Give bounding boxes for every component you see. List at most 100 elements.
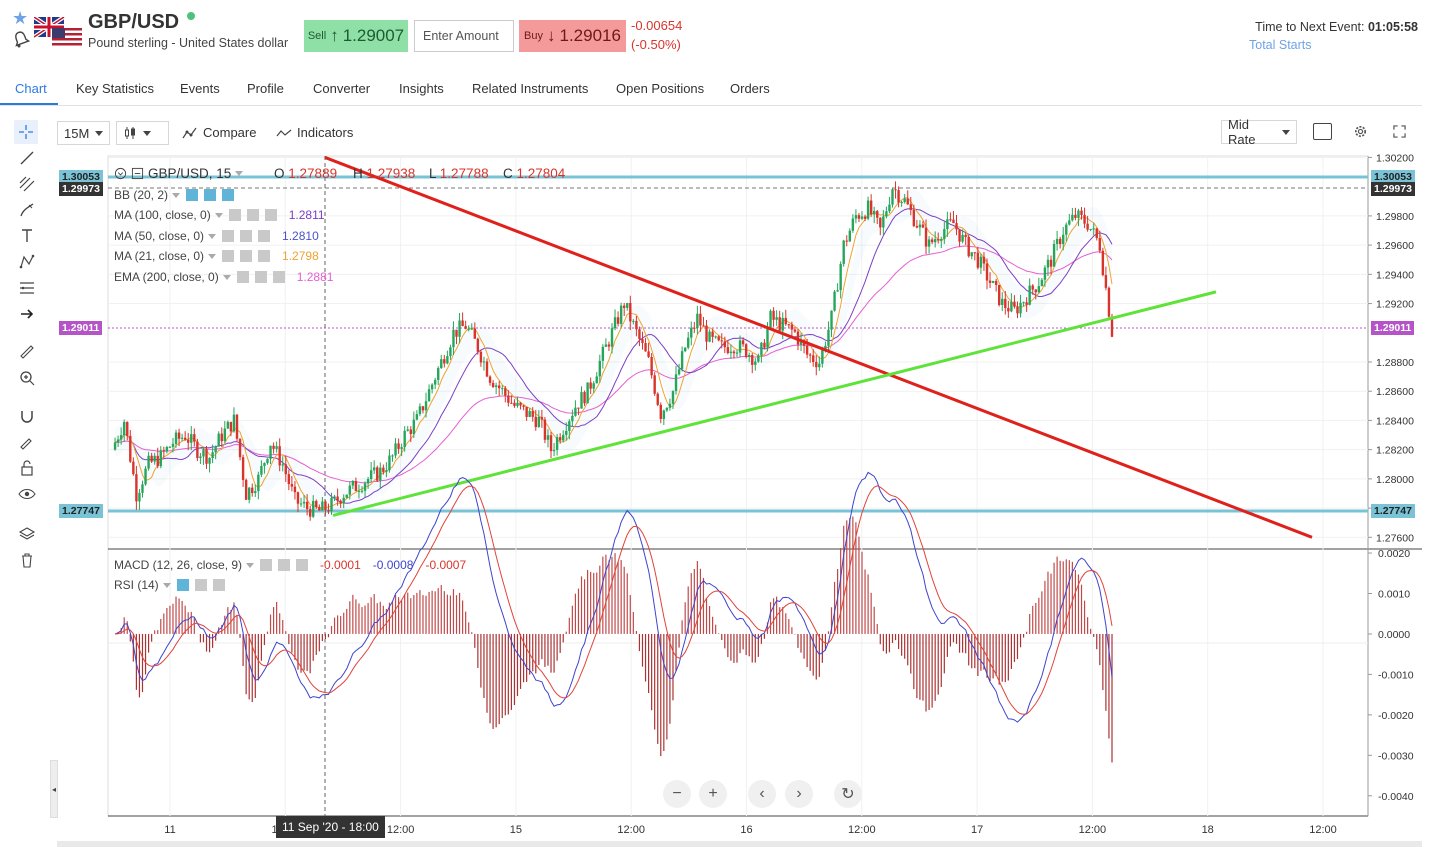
buy-button[interactable]: Buy ↓ 1.29016 bbox=[519, 20, 626, 52]
tab-insights[interactable]: Insights bbox=[399, 81, 444, 96]
gear-icon[interactable] bbox=[240, 230, 253, 242]
total-starts-link[interactable]: Total Starts bbox=[1249, 38, 1312, 52]
candle-body bbox=[260, 465, 263, 475]
gear-icon[interactable] bbox=[278, 559, 291, 571]
legend-macd[interactable]: MACD (12, 26, close, 9) -0.0001 -0.0008 … bbox=[114, 558, 466, 572]
text-tool-icon[interactable] bbox=[17, 226, 37, 246]
close-icon[interactable] bbox=[272, 271, 285, 283]
horizontal-scrollbar[interactable] bbox=[57, 841, 1422, 847]
gear-icon[interactable] bbox=[240, 250, 253, 262]
legend-ma21[interactable]: MA (21, close, 0) 1.2798 bbox=[114, 249, 319, 263]
gear-icon[interactable] bbox=[246, 209, 259, 221]
candle-body bbox=[1007, 308, 1010, 312]
legend-ema200[interactable]: EMA (200, close, 0) 1.2881 bbox=[114, 270, 333, 284]
tab-open-positions[interactable]: Open Positions bbox=[616, 81, 705, 96]
pane-collapse-handle[interactable]: ◂ bbox=[50, 760, 58, 818]
candle-body bbox=[467, 328, 470, 330]
fullscreen-box-button[interactable] bbox=[1313, 123, 1332, 140]
candle-body bbox=[318, 507, 321, 511]
tab-key-statistics[interactable]: Key Statistics bbox=[76, 81, 155, 96]
rate-select[interactable]: Mid Rate bbox=[1221, 117, 1297, 147]
candle-body bbox=[400, 447, 403, 449]
candle-body bbox=[272, 445, 275, 449]
legend-macd-label: MACD (12, 26, close, 9) bbox=[114, 558, 243, 572]
crosshair-tool-button[interactable] bbox=[14, 120, 38, 144]
trend-line-tool-icon[interactable] bbox=[17, 148, 37, 168]
eye-icon[interactable] bbox=[186, 189, 199, 201]
close-icon[interactable] bbox=[258, 230, 271, 242]
close-icon[interactable] bbox=[222, 189, 235, 201]
gear-icon[interactable] bbox=[1353, 124, 1368, 139]
layers-icon[interactable] bbox=[17, 524, 37, 544]
arrow-down-icon: ↓ bbox=[547, 26, 556, 45]
uptrend-line[interactable] bbox=[332, 290, 1217, 517]
fibonacci-tool-icon[interactable] bbox=[17, 278, 37, 298]
compare-button[interactable]: Compare bbox=[182, 125, 256, 140]
expand-icon[interactable] bbox=[1393, 125, 1406, 138]
gear-icon[interactable] bbox=[204, 189, 217, 201]
scroll-left-button[interactable]: ‹ bbox=[748, 780, 776, 808]
parallel-channel-tool-icon[interactable] bbox=[17, 174, 37, 194]
downtrend-line[interactable] bbox=[324, 156, 1313, 539]
reset-chart-button[interactable]: ↻ bbox=[834, 780, 862, 808]
magnet-icon[interactable] bbox=[17, 406, 37, 426]
close-icon[interactable] bbox=[212, 579, 225, 591]
tab-orders[interactable]: Orders bbox=[730, 81, 770, 96]
close-icon[interactable] bbox=[258, 250, 271, 262]
eye-icon[interactable] bbox=[176, 579, 189, 591]
tab-converter[interactable]: Converter bbox=[313, 81, 371, 96]
candle-body bbox=[949, 219, 952, 221]
eye-icon[interactable] bbox=[236, 271, 249, 283]
pattern-tool-icon[interactable] bbox=[17, 252, 37, 272]
gear-icon[interactable] bbox=[254, 271, 267, 283]
gear-icon[interactable] bbox=[194, 579, 207, 591]
tab-related-instruments[interactable]: Related Instruments bbox=[472, 81, 589, 96]
pencil-lock-icon[interactable] bbox=[17, 432, 37, 452]
candle-body bbox=[321, 501, 324, 511]
sell-button[interactable]: Sell ↑ 1.29007 bbox=[304, 20, 408, 52]
amount-input[interactable] bbox=[414, 20, 514, 52]
brush-tool-icon[interactable] bbox=[17, 200, 37, 220]
eye-icon[interactable] bbox=[17, 484, 37, 504]
minimize-box-icon[interactable] bbox=[131, 167, 144, 180]
candle-body bbox=[369, 470, 373, 480]
eye-icon[interactable] bbox=[222, 230, 235, 242]
legend-ma100[interactable]: MA (100, close, 0) 1.2811 bbox=[114, 208, 325, 222]
legend-bb[interactable]: BB (20, 2) bbox=[114, 188, 235, 202]
zoom-out-button[interactable]: − bbox=[663, 780, 691, 808]
candle-body bbox=[1034, 289, 1037, 293]
eye-icon[interactable] bbox=[222, 250, 235, 262]
trash-icon[interactable] bbox=[17, 550, 37, 570]
bell-icon[interactable] bbox=[12, 30, 30, 48]
macd-axis: 0.0020 0.0010 0.0000 -0.0010 -0.0020 -0.0030 -… bbox=[1368, 548, 1414, 803]
eye-icon[interactable] bbox=[260, 559, 273, 571]
legend-rsi[interactable]: RSI (14) bbox=[114, 578, 225, 592]
candle-body bbox=[720, 340, 723, 342]
candle-body bbox=[424, 401, 428, 411]
scroll-right-button[interactable]: › bbox=[785, 780, 813, 808]
collapse-circle-icon[interactable] bbox=[114, 167, 127, 180]
arrow-right-icon[interactable] bbox=[17, 304, 37, 324]
candle-body bbox=[379, 467, 382, 481]
candle-body bbox=[305, 501, 309, 510]
close-icon[interactable] bbox=[296, 559, 309, 571]
indicators-button[interactable]: Indicators bbox=[276, 125, 353, 140]
star-icon[interactable]: ★ bbox=[12, 8, 29, 28]
interval-select[interactable]: 15M bbox=[57, 121, 110, 145]
lock-icon[interactable] bbox=[17, 458, 37, 478]
tab-profile[interactable]: Profile bbox=[247, 81, 284, 96]
ruler-icon[interactable] bbox=[17, 342, 37, 362]
candle-body bbox=[940, 238, 943, 241]
legend-ma50[interactable]: MA (50, close, 0) 1.2810 bbox=[114, 229, 319, 243]
tab-chart[interactable]: Chart bbox=[15, 81, 47, 96]
candle-body bbox=[924, 227, 928, 247]
zoom-in-icon[interactable] bbox=[17, 368, 37, 388]
zoom-in-button[interactable]: + bbox=[699, 780, 727, 808]
chart-type-select[interactable] bbox=[116, 121, 169, 145]
eye-icon[interactable] bbox=[228, 209, 241, 221]
candle-body bbox=[747, 355, 751, 357]
candle-body bbox=[1052, 243, 1056, 267]
tab-events[interactable]: Events bbox=[180, 81, 220, 96]
close-icon[interactable] bbox=[264, 209, 277, 221]
